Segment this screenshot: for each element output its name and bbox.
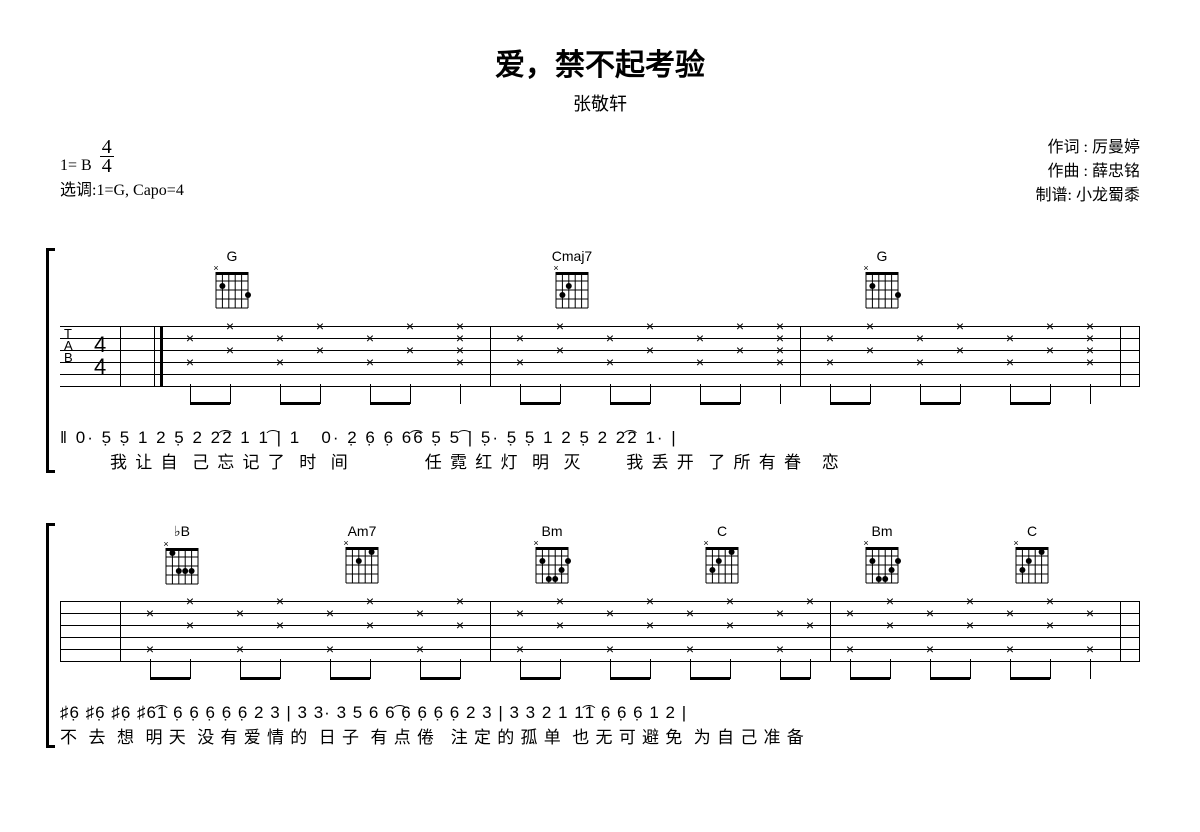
chord-diagram: ♭B ×: [160, 523, 204, 592]
system-2: ♭B×Am7×Bm×C×Bm×C× ××××××××××××××××××××××…: [60, 523, 1140, 748]
lyricist-line: 作词 : 厉曼婷: [1036, 136, 1140, 160]
tab-staff-1: TAB 4 4 ××××××××××××××××××××××××××××××××…: [60, 326, 1140, 410]
jianpu-1: ‖ 0· 5̣ 5̣ 1 2 5̣ 2 2͡2 1 1͡ | 1 0· 2̣ 6…: [60, 428, 1140, 448]
artist-name: 张敬轩: [60, 90, 1140, 116]
chord-name: G: [860, 248, 904, 264]
svg-text:×: ×: [863, 541, 868, 548]
lyrics-2: 不 去 想 明 天 没 有 爱 情 的 日 子 有 点 倦 注 定 的 孤 单 …: [60, 723, 1140, 748]
key-sig: 1= B: [60, 157, 92, 174]
arranger: 小龙蜀黍: [1076, 187, 1140, 204]
chord-diagram: C×: [700, 523, 744, 591]
ts-bot: 4: [100, 157, 114, 175]
tab-staff-2: ××××××××××××××××××××××××××××××××××××××××…: [60, 601, 1140, 685]
chord-diagram: G×: [860, 248, 904, 316]
svg-text:×: ×: [163, 542, 168, 549]
chord-diagram: Bm ×: [860, 523, 904, 591]
system-bracket: [46, 248, 55, 473]
composer-label: 作曲 :: [1048, 163, 1088, 180]
arranger-label: 制谱:: [1036, 187, 1072, 204]
tune-line: 选调:1=G, Capo=4: [60, 179, 184, 203]
svg-text:×: ×: [213, 266, 218, 273]
chord-name: Bm: [860, 523, 904, 539]
chord-name: ♭B: [160, 523, 204, 540]
chord-diagram: Bm ×: [530, 523, 574, 591]
key-time: 1= B 4 4: [60, 136, 184, 179]
svg-text:×: ×: [553, 266, 558, 273]
svg-text:×: ×: [343, 541, 348, 548]
svg-text:×: ×: [533, 541, 538, 548]
ts-top-staff: 4: [94, 334, 106, 356]
svg-text:×: ×: [863, 266, 868, 273]
chord-name: Cmaj7: [550, 248, 594, 264]
lyrics-1: 我 让 自 己 忘 记 了 时 间 任 霓 红 灯 明 灭 我 丢 开 了 所 …: [60, 448, 1140, 473]
chord-diagram: C×: [1010, 523, 1054, 591]
meta-row: 1= B 4 4 选调:1=G, Capo=4 作词 : 厉曼婷 作曲 : 薛忠…: [60, 136, 1140, 208]
jianpu-2: ♯6̣ ♯6̣ ♯6̣ ♯6͡1 6̣ 6̣ 6̣ 6̣ 6̣ 2 3 | 3 …: [60, 703, 1140, 723]
svg-text:×: ×: [703, 541, 708, 548]
chord-name: Bm: [530, 523, 574, 539]
composer-line: 作曲 : 薛忠铭: [1036, 160, 1140, 184]
chord-name: C: [700, 523, 744, 539]
lyricist-label: 作词 :: [1048, 139, 1088, 156]
tab-label: TAB: [64, 328, 73, 364]
system-1: G×Cmaj7×G× TAB 4 4 ×××××××××××××××××××××…: [60, 248, 1140, 473]
chord-name: G: [210, 248, 254, 264]
chord-diagram: Cmaj7 ×: [550, 248, 594, 316]
lyricist: 厉曼婷: [1092, 139, 1140, 156]
chord-diagram: G×: [210, 248, 254, 316]
svg-text:×: ×: [1013, 541, 1018, 548]
system-bracket: [46, 523, 55, 748]
song-title: 爱，禁不起考验: [60, 40, 1140, 84]
chord-row: ♭B×Am7×Bm×C×Bm×C×: [60, 523, 1140, 593]
composer: 薛忠铭: [1092, 163, 1140, 180]
arranger-line: 制谱: 小龙蜀黍: [1036, 184, 1140, 208]
chord-name: C: [1010, 523, 1054, 539]
chord-name: Am7: [340, 523, 384, 539]
chord-diagram: Am7 ×: [340, 523, 384, 591]
chord-row: G×Cmaj7×G×: [60, 248, 1140, 318]
ts-bot-staff: 4: [94, 356, 106, 378]
